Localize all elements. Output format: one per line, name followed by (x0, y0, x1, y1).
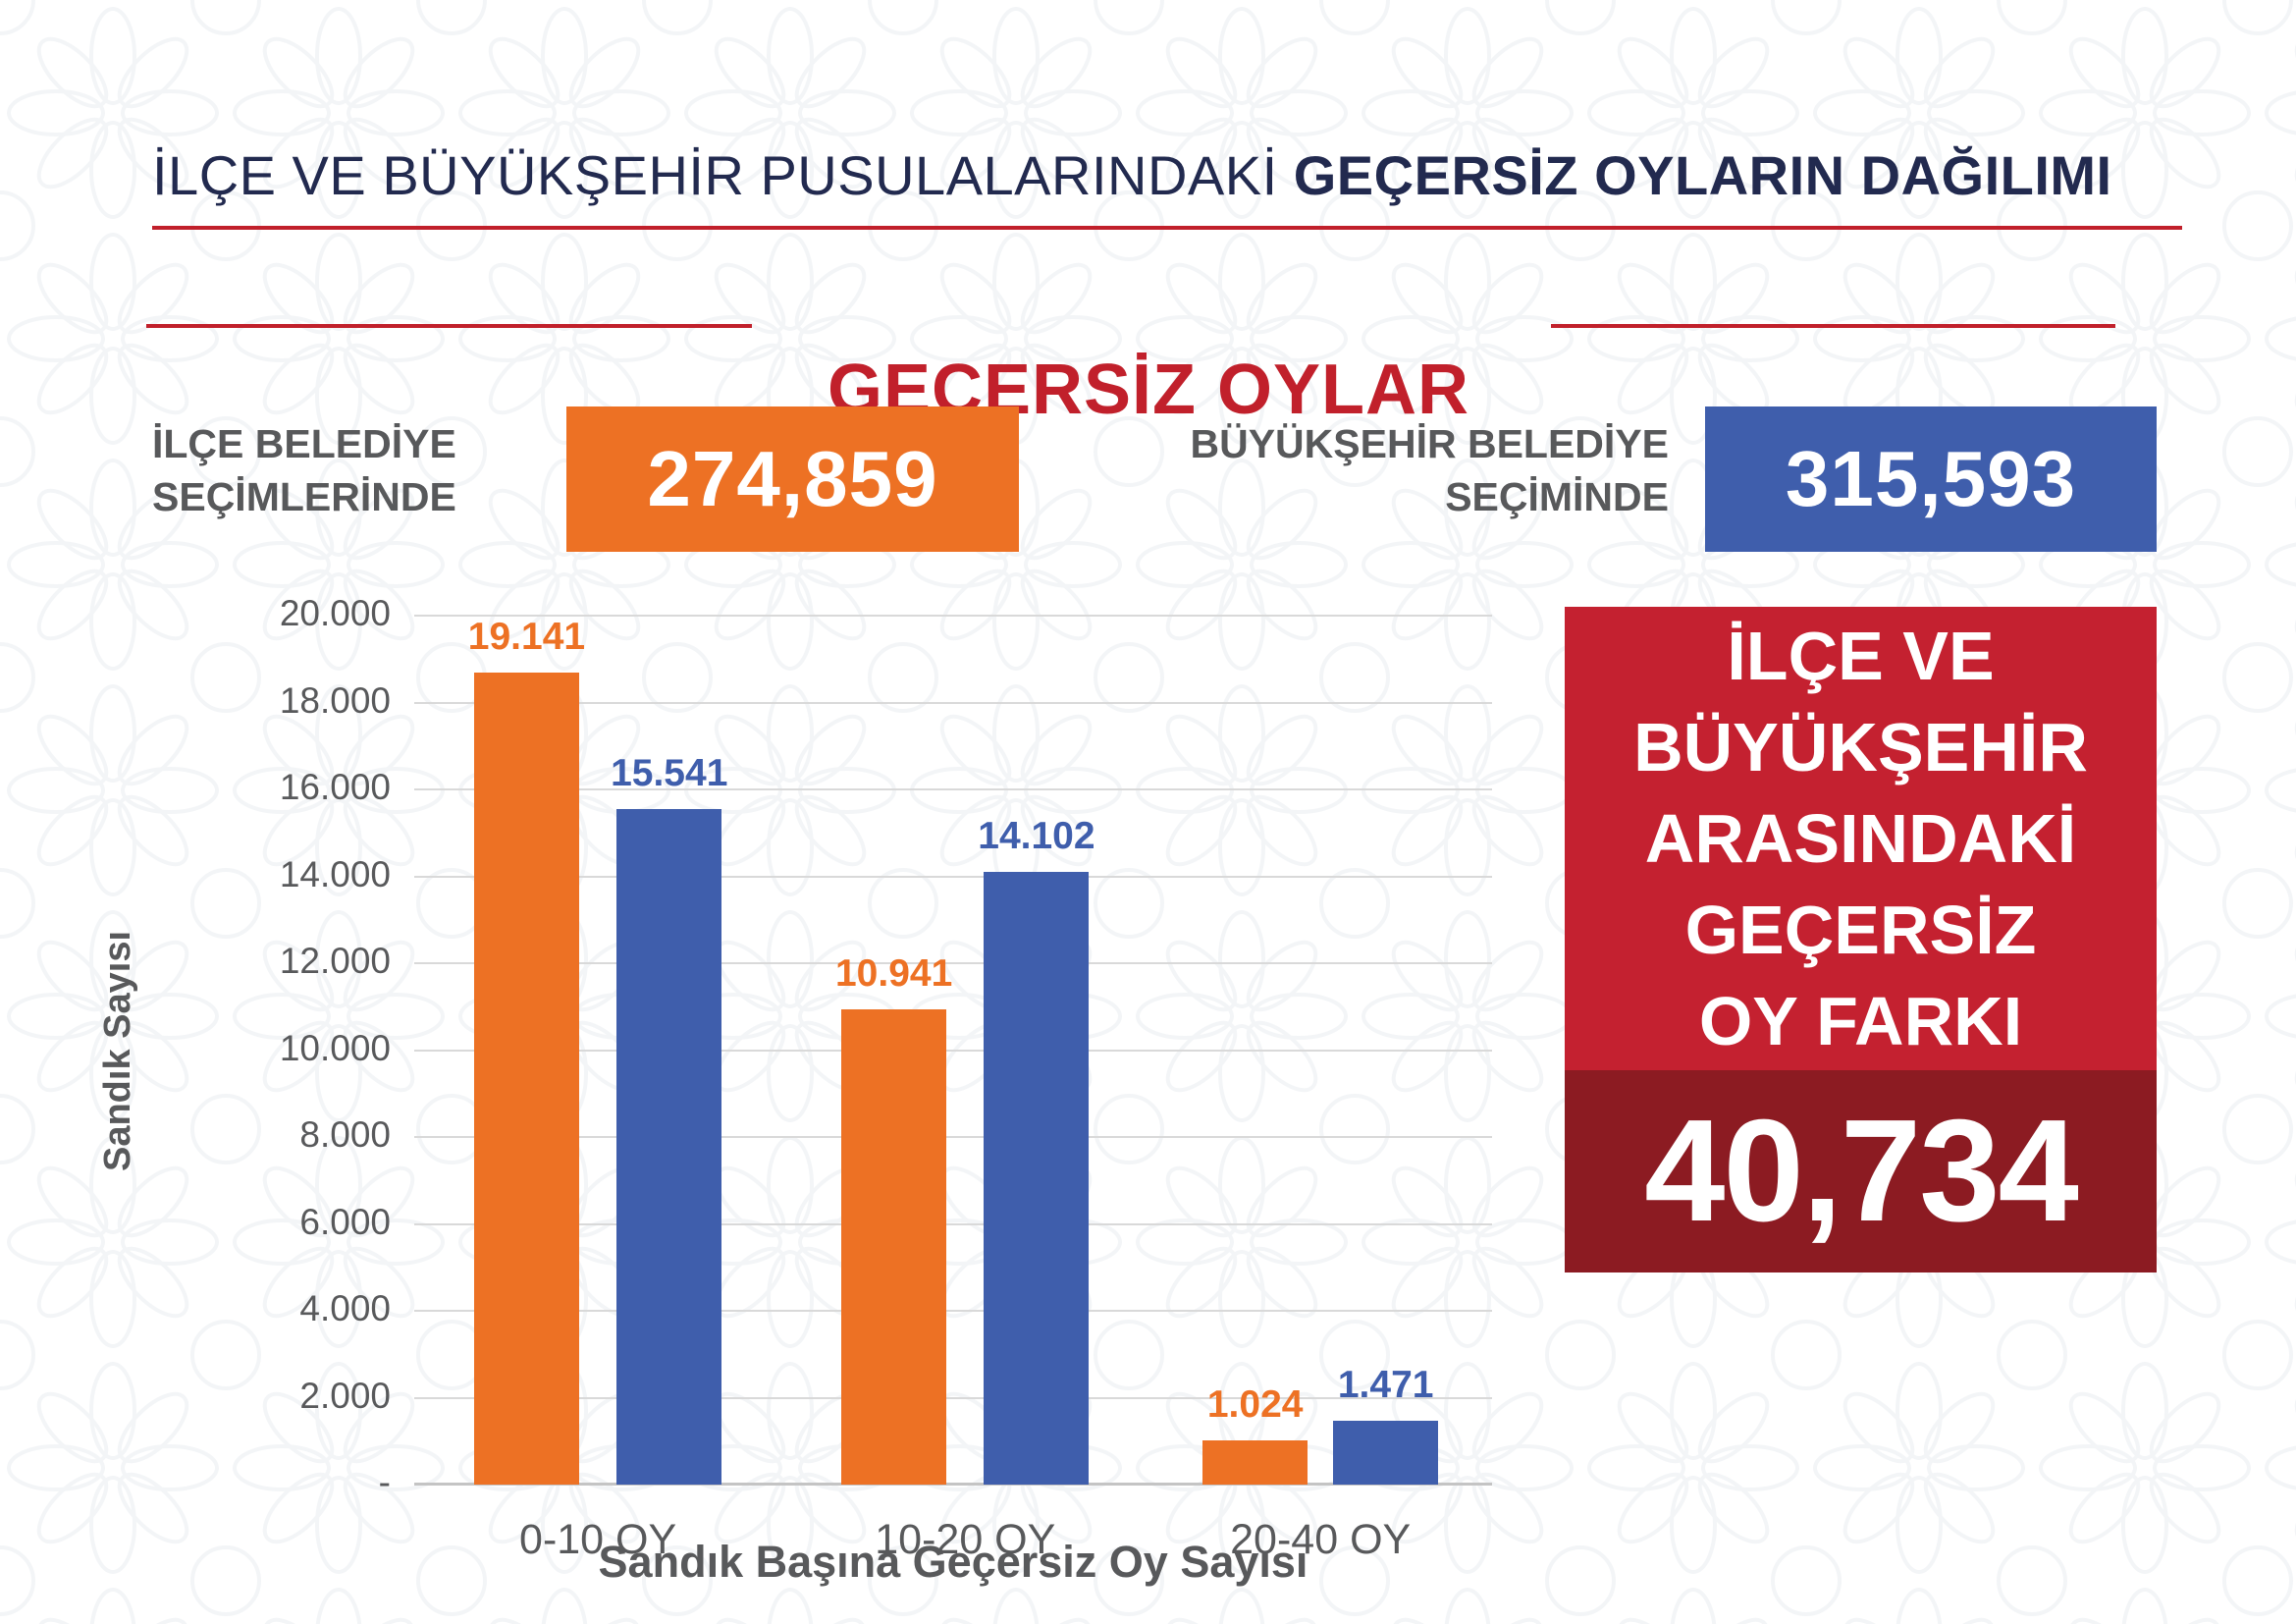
bar-cell: 19.141 (468, 616, 585, 1485)
y-tick-label: 20.000 (279, 593, 391, 633)
gridline (414, 962, 1492, 964)
bar-cell: 10.941 (835, 616, 952, 1485)
difference-box-label-line: OY FARKI (1698, 982, 2023, 1059)
bar-group-10-20-oy: 10.941 14.102 10-20 OY (835, 616, 1095, 1563)
gridline (414, 1049, 1492, 1052)
x-tick-label: 10-20 OY (875, 1516, 1056, 1563)
x-axis-title: Sandık Başına Geçersiz Oy Sayısı (598, 1537, 1308, 1587)
y-tick-label: 12.000 (279, 941, 391, 981)
difference-box-label-line: BÜYÜKŞEHİR (1633, 708, 2088, 785)
bar-blue (1333, 1420, 1439, 1485)
gridline (414, 615, 1492, 617)
metropolitan-stat-label-line2: SEÇİMİNDE (1445, 474, 1669, 519)
bar-group-0-10-oy: 19.141 15.541 0-10 OY (468, 616, 728, 1563)
y-tick-label: 14.000 (279, 853, 391, 894)
difference-box-label-line: ARASINDAKİ (1644, 799, 2077, 877)
bar-blue (984, 872, 1090, 1485)
bar-value-label: 14.102 (978, 815, 1095, 857)
bar-cell: 1.024 (1202, 616, 1308, 1485)
bar-value-label: 19.141 (467, 616, 586, 658)
bar-orange (1202, 1439, 1308, 1485)
metropolitan-stat-label: BÜYÜKŞEHİR BELEDİYE SEÇİMİNDE (1080, 417, 1669, 523)
difference-box-label-line: GEÇERSİZ (1684, 891, 2037, 968)
district-stat-label-line2: SEÇİMLERİNDE (152, 474, 456, 519)
y-tick-label: 6.000 (299, 1201, 391, 1242)
metropolitan-stat-label-line1: BÜYÜKŞEHİR BELEDİYE (1190, 421, 1669, 466)
plot-area: - 2.000 4.000 6.000 8.000 10.000 12.000 14.000 1… (280, 593, 1492, 1563)
bar-cell: 14.102 (978, 616, 1095, 1485)
x-tick-label: 0-10 OY (519, 1516, 677, 1563)
bar-cell: 15.541 (611, 616, 727, 1485)
y-tick-label: 18.000 (279, 679, 391, 721)
bar-blue (616, 809, 722, 1485)
y-tick-label: 4.000 (299, 1288, 391, 1328)
page-title-regular: İLÇE VE BÜYÜKŞEHİR PUSULALARINDAKİ (152, 143, 1278, 206)
x-tick-label: 20-40 OY (1230, 1516, 1412, 1563)
gridline (414, 1310, 1492, 1312)
bar-value-label: 10.941 (834, 951, 953, 995)
bar-value-label: 15.541 (611, 752, 728, 795)
district-stat-label: İLÇE BELEDİYE SEÇİMLERİNDE (152, 417, 456, 523)
page-title-bold: GEÇERSİZ OYLARIN DAĞILIMI (1293, 143, 2112, 206)
y-tick-label: 16.000 (279, 767, 391, 807)
heading-left-line (146, 324, 752, 328)
y-tick-label: 8.000 (299, 1114, 391, 1155)
gridline (414, 1222, 1492, 1225)
y-tick-label: - (378, 1462, 391, 1502)
bar-value-label: 1.024 (1206, 1382, 1304, 1426)
page-title: İLÇE VE BÜYÜKŞEHİR PUSULALARINDAKİ GEÇER… (152, 143, 2184, 207)
difference-box: İLÇE VE BÜYÜKŞEHİR ARASINDAKİ GEÇERSİZ OY FA… (1565, 607, 2157, 1272)
bar-group-20-40-oy: 1.024 1.471 20-40 OY (1202, 616, 1439, 1563)
title-divider-line (152, 226, 2182, 230)
gridline (414, 875, 1492, 878)
y-tick-label: 2.000 (299, 1375, 391, 1416)
district-stat-value-box: 274,859 (566, 406, 1019, 552)
bar-value-label: 1.471 (1337, 1363, 1434, 1406)
metropolitan-stat-value-box: 315,593 (1705, 406, 2157, 552)
gridline (414, 1136, 1492, 1138)
x-axis-baseline (414, 1483, 1492, 1486)
difference-box-label: İLÇE VE BÜYÜKŞEHİR ARASINDAKİ GEÇERSİZ OY FA… (1565, 607, 2157, 1070)
gridline (414, 1396, 1492, 1399)
district-stat-label-line1: İLÇE BELEDİYE (152, 421, 456, 466)
bars-row: 19.141 15.541 0-10 OY 10.941 14.102 10-20 OY 1… (414, 616, 1492, 1563)
bar-orange (841, 1008, 947, 1485)
gridline (414, 701, 1492, 704)
bar-orange (473, 673, 579, 1485)
heading-right-line (1551, 324, 2115, 328)
y-tick-label: 10.000 (279, 1027, 391, 1068)
difference-box-label-line: İLÇE VE (1727, 617, 1995, 694)
gridline (414, 788, 1492, 790)
difference-box-value: 40,734 (1565, 1070, 2157, 1272)
bar-cell: 1.471 (1333, 616, 1439, 1485)
